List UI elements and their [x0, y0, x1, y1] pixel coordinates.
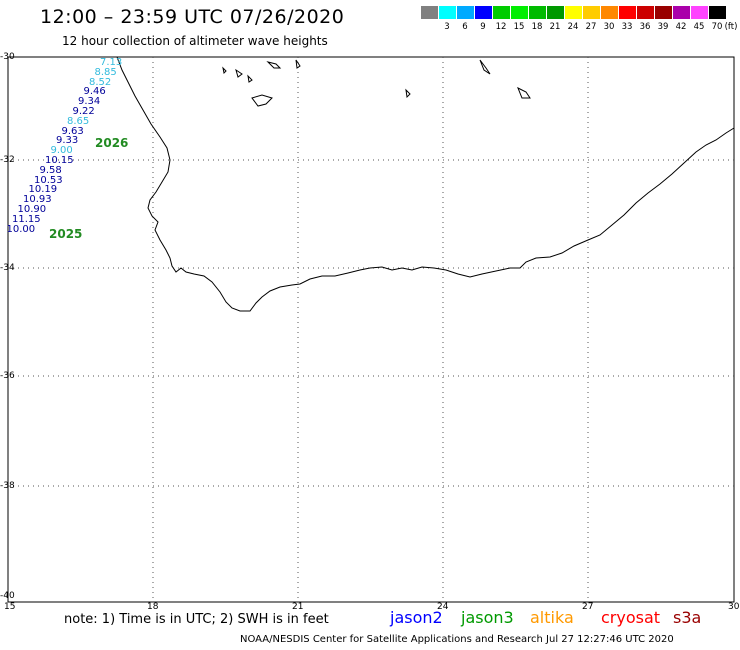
wave-height-value: 10.00: [6, 223, 36, 235]
color-swatch: [709, 6, 726, 19]
longitude-label: 27: [582, 602, 594, 612]
satellite-legend-cryosat: cryosat: [601, 608, 661, 627]
color-scale-unit: (ft): [724, 22, 738, 32]
satellite-legend-jason2: jason2: [390, 608, 443, 627]
color-swatch-label: 45: [693, 22, 705, 32]
longitude-label: 21: [292, 602, 304, 612]
longitude-label: 15: [4, 602, 16, 612]
pass-label-2026: 2026: [95, 136, 129, 150]
color-swatch: [673, 6, 690, 19]
color-swatch: [655, 6, 672, 19]
footer-note: note: 1) Time is in UTC; 2) SWH is in fe…: [64, 612, 329, 627]
wave-height-value: 9.22: [72, 106, 95, 117]
graticule: [8, 57, 734, 602]
color-swatch-label: 30: [603, 22, 615, 32]
latitude-label: -32: [0, 155, 15, 165]
color-swatch: [691, 6, 708, 19]
wave-height-value: 8.52: [89, 76, 112, 88]
color-swatch: [421, 6, 438, 19]
wave-height-value: 8.65: [67, 115, 90, 127]
satellite-legend-jason3: jason3: [461, 608, 514, 627]
color-swatch: [457, 6, 474, 19]
wave-height-value: 10.53: [34, 174, 63, 186]
color-swatch: [511, 6, 528, 19]
color-swatch-label: 24: [567, 22, 579, 32]
footer-credit: NOAA/NESDIS Center for Satellite Applica…: [240, 634, 674, 645]
color-swatch-label: 70: [711, 22, 723, 32]
wave-height-value: 9.33: [56, 135, 79, 147]
color-swatch: [529, 6, 546, 19]
pass-label-2025: 2025: [49, 227, 83, 241]
longitude-label: 18: [147, 602, 159, 612]
wave-height-value: 9.46: [83, 86, 106, 98]
latitude-label: -30: [0, 52, 15, 62]
wave-height-value: 10.93: [23, 194, 52, 206]
wave-height-value: 10.90: [17, 204, 47, 215]
color-swatch-label: 21: [549, 22, 561, 32]
color-swatch-label: 9: [480, 22, 486, 32]
color-swatch-label: 18: [531, 22, 543, 32]
latitude-label: -40: [0, 591, 15, 601]
wave-height-value: 9.63: [61, 125, 84, 137]
color-swatch: [601, 6, 618, 19]
wave-height-value: 8.85: [94, 66, 117, 78]
color-swatch: [565, 6, 582, 19]
longitude-label: 24: [437, 602, 449, 612]
color-swatch-label: 12: [495, 22, 507, 32]
wave-height-value: 9.00: [50, 145, 73, 157]
page-subtitle: 12 hour collection of altimeter wave hei…: [62, 34, 328, 48]
offshore-islands: [222, 59, 531, 107]
satellite-legend-altika: altika: [530, 608, 574, 627]
wave-height-value: 10.15: [45, 155, 74, 166]
latitude-label: -38: [0, 481, 15, 491]
color-swatch: [439, 6, 456, 19]
color-swatch-label: 39: [657, 22, 669, 32]
color-swatch-label: 15: [513, 22, 525, 32]
color-swatch: [637, 6, 654, 19]
wave-height-value: 10.19: [28, 184, 58, 196]
longitude-label: 30: [728, 602, 740, 612]
color-swatch-label: 6: [462, 22, 468, 32]
coastline: [116, 56, 735, 312]
color-swatch-label: 36: [639, 22, 651, 32]
color-swatch: [583, 6, 600, 19]
wave-height-value: 9.34: [78, 96, 101, 108]
color-swatch-label: 3: [444, 22, 450, 32]
wave-height-value: 11.15: [12, 213, 41, 225]
color-swatch-label: 27: [585, 22, 597, 32]
color-swatch: [547, 6, 564, 19]
latitude-label: -36: [0, 371, 15, 381]
map-frame: [7, 56, 735, 603]
color-swatch: [475, 6, 492, 19]
page-title: 12:00 – 23:59 UTC 07/26/2020: [40, 6, 345, 28]
color-swatch: [619, 6, 636, 19]
wave-height-value: 7.13: [100, 57, 123, 68]
latitude-label: -34: [0, 263, 15, 273]
color-swatch-label: 42: [675, 22, 687, 32]
color-swatch-label: 33: [621, 22, 633, 32]
color-swatch: [493, 6, 510, 19]
satellite-legend-s3a: s3a: [673, 608, 702, 627]
wave-height-value: 9.58: [39, 164, 62, 176]
